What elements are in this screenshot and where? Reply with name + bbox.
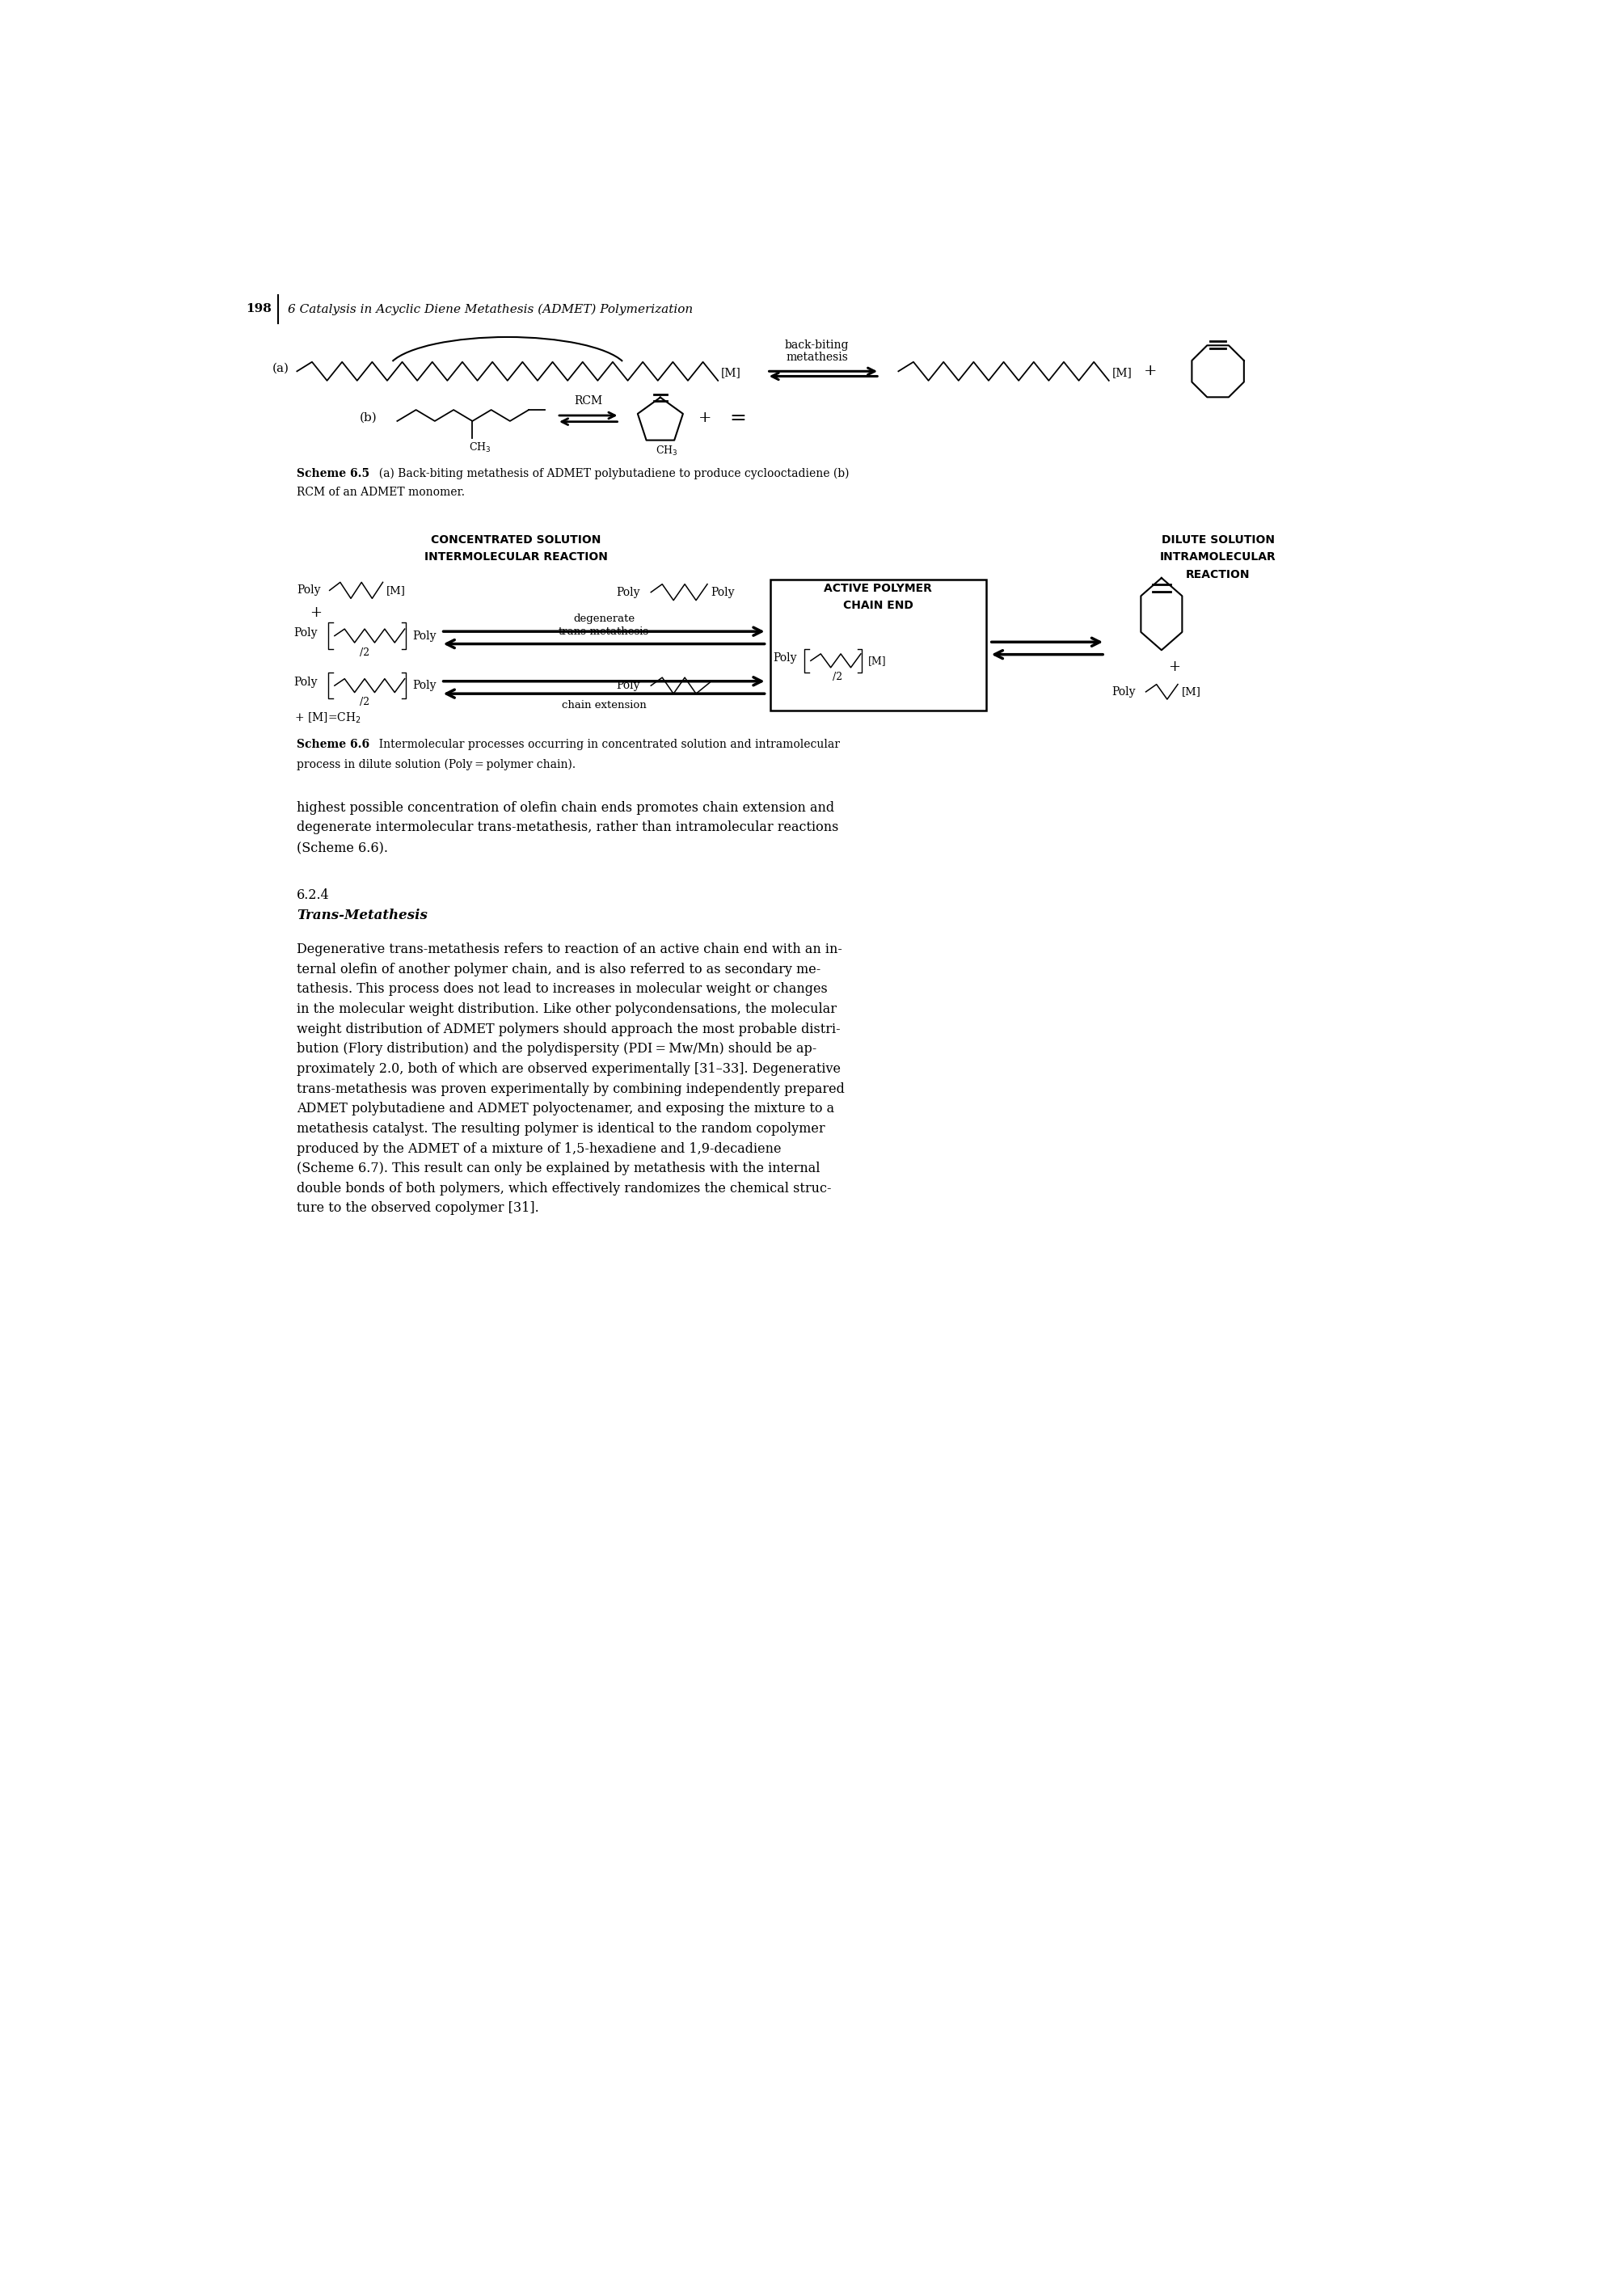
Text: ADMET polybutadiene and ADMET polyoctenamer, and exposing the mixture to a: ADMET polybutadiene and ADMET polyoctena… (297, 1101, 835, 1115)
Text: /2: /2 (359, 648, 369, 657)
Text: Poly: Poly (412, 680, 437, 692)
Text: back-biting: back-biting (784, 339, 849, 350)
Text: Poly: Poly (1111, 687, 1135, 698)
Text: RCM: RCM (575, 396, 603, 408)
Text: REACTION: REACTION (1186, 570, 1250, 579)
Text: [M]: [M] (1112, 366, 1132, 378)
Text: (Scheme 6.6).: (Scheme 6.6). (297, 840, 388, 854)
Text: INTERMOLECULAR REACTION: INTERMOLECULAR REACTION (424, 552, 607, 563)
Text: /2: /2 (833, 671, 843, 682)
Text: CHAIN END: CHAIN END (843, 600, 913, 611)
Text: Poly: Poly (711, 586, 736, 598)
Text: 6 Catalysis in Acyclic Diene Metathesis (ADMET) Polymerization: 6 Catalysis in Acyclic Diene Metathesis … (287, 302, 693, 314)
Text: in the molecular weight distribution. Like other polycondensations, the molecula: in the molecular weight distribution. Li… (297, 1003, 836, 1017)
Text: chain extension: chain extension (562, 701, 646, 710)
Text: (a) Back-biting metathesis of ADMET polybutadiene to produce cyclooctadiene (b): (a) Back-biting metathesis of ADMET poly… (372, 467, 849, 479)
Bar (770, 579, 986, 710)
Text: metathesis catalyst. The resulting polymer is identical to the random copolymer: metathesis catalyst. The resulting polym… (297, 1122, 825, 1136)
Text: Poly: Poly (617, 586, 640, 598)
Text: (Scheme 6.7). This result can only be explained by metathesis with the internal: (Scheme 6.7). This result can only be ex… (297, 1161, 820, 1175)
Text: Degenerative trans-metathesis refers to reaction of an active chain end with an : Degenerative trans-metathesis refers to … (297, 943, 843, 957)
Text: [M]: [M] (721, 366, 741, 378)
Text: =: = (729, 408, 745, 428)
Text: double bonds of both polymers, which effectively randomizes the chemical struc-: double bonds of both polymers, which eff… (297, 1182, 831, 1195)
Text: weight distribution of ADMET polymers should approach the most probable distri-: weight distribution of ADMET polymers sh… (297, 1021, 841, 1035)
Text: DILUTE SOLUTION: DILUTE SOLUTION (1161, 534, 1275, 545)
Text: Poly: Poly (297, 584, 322, 595)
Text: RCM of an ADMET monomer.: RCM of an ADMET monomer. (297, 485, 464, 497)
Text: degenerate: degenerate (573, 614, 635, 625)
Text: ture to the observed copolymer [31].: ture to the observed copolymer [31]. (297, 1202, 539, 1216)
Text: Scheme 6.5: Scheme 6.5 (297, 467, 370, 479)
Text: Poly: Poly (412, 630, 437, 641)
Text: Poly: Poly (773, 653, 797, 664)
Text: (a): (a) (271, 362, 289, 373)
Text: trans-metathesis: trans-metathesis (559, 625, 650, 637)
Text: 6.2.4: 6.2.4 (297, 889, 330, 902)
Text: Scheme 6.6: Scheme 6.6 (297, 737, 370, 749)
Text: process in dilute solution (Poly = polymer chain).: process in dilute solution (Poly = polym… (297, 758, 577, 769)
Text: /2: /2 (359, 696, 369, 708)
Text: proximately 2.0, both of which are observed experimentally [31–33]. Degenerative: proximately 2.0, both of which are obser… (297, 1063, 841, 1076)
Text: tathesis. This process does not lead to increases in molecular weight or changes: tathesis. This process does not lead to … (297, 982, 828, 996)
Text: +: + (310, 605, 322, 621)
Text: [M]: [M] (869, 655, 887, 666)
Text: Poly: Poly (617, 680, 640, 692)
Text: +: + (1143, 364, 1156, 378)
Text: CH$_3$: CH$_3$ (469, 442, 492, 453)
Text: [M]: [M] (387, 586, 406, 595)
Text: Trans-Metathesis: Trans-Metathesis (297, 909, 427, 923)
Text: (b): (b) (359, 412, 377, 424)
Text: INTRAMOLECULAR: INTRAMOLECULAR (1160, 552, 1276, 563)
Text: produced by the ADMET of a mixture of 1,5-hexadiene and 1,9-decadiene: produced by the ADMET of a mixture of 1,… (297, 1143, 781, 1156)
Text: degenerate intermolecular trans-metathesis, rather than intramolecular reactions: degenerate intermolecular trans-metathes… (297, 820, 840, 834)
Text: metathesis: metathesis (786, 353, 848, 364)
Text: 198: 198 (247, 302, 271, 314)
Text: ACTIVE POLYMER: ACTIVE POLYMER (823, 584, 932, 593)
Text: CH$_3$: CH$_3$ (656, 444, 679, 458)
Text: bution (Flory distribution) and the polydispersity (PDI = Mw/Mn) should be ap-: bution (Flory distribution) and the poly… (297, 1042, 817, 1056)
Text: +: + (1168, 660, 1181, 673)
Text: Poly: Poly (294, 678, 318, 687)
Text: [M]: [M] (1182, 687, 1200, 696)
Text: + [M]=CH$_2$: + [M]=CH$_2$ (294, 710, 361, 726)
Text: Poly: Poly (294, 627, 318, 639)
Text: CONCENTRATED SOLUTION: CONCENTRATED SOLUTION (432, 534, 601, 545)
Text: trans-metathesis was proven experimentally by combining independently prepared: trans-metathesis was proven experimental… (297, 1083, 844, 1097)
Text: highest possible concentration of olefin chain ends promotes chain extension and: highest possible concentration of olefin… (297, 801, 835, 815)
Text: Intermolecular processes occurring in concentrated solution and intramolecular: Intermolecular processes occurring in co… (372, 737, 840, 749)
Text: +: + (698, 410, 711, 426)
Text: ternal olefin of another polymer chain, and is also referred to as secondary me-: ternal olefin of another polymer chain, … (297, 962, 822, 976)
